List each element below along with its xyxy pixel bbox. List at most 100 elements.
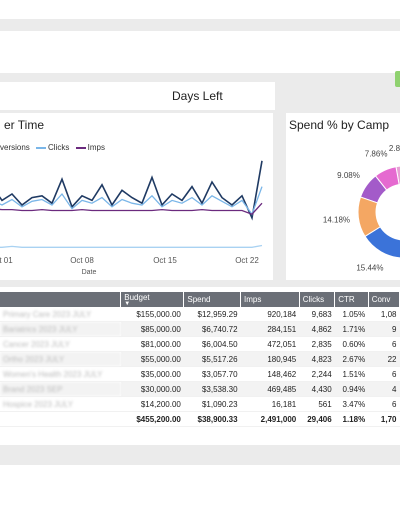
- total-label: [0, 411, 121, 427]
- line-chart: t 01 Oct 08 Oct 15 Oct 22 Date: [0, 160, 263, 276]
- total-row: $455,200.00 $38,900.33 2,491,000 29,406 1.18…: [0, 411, 400, 427]
- total-spend: $38,900.33: [183, 411, 241, 427]
- campaign-name: Women's Health 2023 JULY: [0, 366, 121, 382]
- donut-data-label: 2.8%: [389, 144, 400, 153]
- total-budget: $455,200.00: [120, 411, 184, 427]
- cell-imps: 469,485: [240, 381, 300, 397]
- campaign-name: Bariatrics 2023 JULY: [0, 321, 121, 337]
- table-row[interactable]: Ortho 2023 JULY $55,000.00 $5,517.26 180,94…: [0, 351, 400, 367]
- cell-spend: $1,090.23: [183, 396, 241, 412]
- x-tick-label: Oct 15: [153, 256, 177, 265]
- cell-conv: 22: [368, 351, 400, 367]
- legend-item-imps[interactable]: Imps: [87, 143, 105, 152]
- cell-spend: $6,004.50: [183, 336, 241, 352]
- cell-conv: 9: [368, 321, 400, 337]
- cell-clicks: 4,823: [299, 351, 335, 367]
- cell-clicks: 4,862: [299, 321, 335, 337]
- line-chart-card: er Time: [0, 113, 273, 280]
- campaign-table: Budget ▼ Spend Imps Clicks CTR Conv Prima…: [0, 292, 400, 427]
- campaign-name: Primary Care 2023 JULY: [0, 307, 121, 322]
- donut-data-label: 9.08%: [337, 171, 360, 180]
- col-header-spend[interactable]: Spend: [183, 292, 242, 307]
- cell-budget: $81,000.00: [120, 336, 184, 352]
- cell-imps: 284,151: [240, 321, 300, 337]
- cell-ctr: 0.60%: [334, 336, 369, 352]
- campaign-name: Hospice 2023 JULY: [0, 396, 121, 412]
- campaign-name: Brand 2023 SEP: [0, 381, 121, 397]
- cell-clicks: 561: [299, 396, 335, 412]
- donut-data-label: 14.18%: [323, 215, 350, 224]
- cell-clicks: 2,244: [299, 366, 335, 382]
- legend-item-clicks[interactable]: Clicks: [48, 143, 70, 152]
- cell-conv: 1,08: [368, 307, 400, 322]
- x-axis-label: Date: [82, 269, 97, 276]
- cell-ctr: 1.71%: [334, 321, 369, 337]
- cell-clicks: 2,835: [299, 336, 335, 352]
- table-row[interactable]: Women's Health 2023 JULY $35,000.00 $3,057…: [0, 366, 400, 382]
- donut-chart: 2.8%7.86% 9.08% 14.18% 15.44%: [323, 144, 400, 272]
- cell-spend: $6,740.72: [183, 321, 241, 337]
- cell-ctr: 0.94%: [334, 381, 369, 397]
- legend-item-conversions[interactable]: versions: [0, 143, 30, 152]
- table-row[interactable]: Cancer 2023 JULY $81,000.00 $6,004.50 472,0…: [0, 336, 400, 352]
- cell-imps: 148,462: [240, 366, 300, 382]
- total-clicks: 29,406: [299, 411, 335, 427]
- cell-imps: 16,181: [240, 396, 300, 412]
- cell-clicks: 4,430: [299, 381, 335, 397]
- table-row[interactable]: Hospice 2023 JULY $14,200.00 $1,090.23 16,1…: [0, 396, 400, 412]
- cell-imps: 920,184: [240, 307, 300, 322]
- line-chart-title: er Time: [4, 118, 45, 132]
- col-header-imps[interactable]: Imps: [240, 292, 300, 307]
- col-header-campaign[interactable]: [0, 292, 122, 307]
- cell-ctr: 2.67%: [334, 351, 369, 367]
- sort-down-icon: ▼: [124, 301, 131, 307]
- cell-budget: $55,000.00: [120, 351, 184, 367]
- cell-budget: $35,000.00: [120, 366, 184, 382]
- cell-ctr: 1.05%: [334, 307, 369, 322]
- days-left-card: Days Left: [0, 82, 275, 110]
- total-imps: 2,491,000: [240, 411, 300, 427]
- cell-imps: 472,051: [240, 336, 300, 352]
- legend-swatch-imps: [75, 146, 86, 149]
- table-row[interactable]: Bariatrics 2023 JULY $85,000.00 $6,740.72 2…: [0, 321, 400, 337]
- col-header-conv[interactable]: Conv: [368, 292, 400, 307]
- top-bar: [0, 31, 400, 87]
- series-line-imps: [0, 202, 263, 215]
- series-line-baseline: [0, 244, 263, 248]
- cell-budget: $14,200.00: [120, 396, 184, 412]
- table-row[interactable]: Primary Care 2023 JULY $155,000.00 $12,959…: [0, 307, 400, 322]
- cell-spend: $3,057.70: [183, 366, 241, 382]
- cell-ctr: 1.51%: [334, 366, 369, 382]
- cell-spend: $12,959.29: [183, 307, 241, 322]
- days-left-label: Days Left: [172, 89, 223, 103]
- col-header-clicks[interactable]: Clicks: [299, 292, 336, 307]
- cell-budget: $85,000.00: [120, 321, 184, 337]
- line-legend: versions Clicks Imps: [0, 143, 105, 152]
- x-tick-label: Oct 08: [70, 256, 94, 265]
- cell-budget: $155,000.00: [120, 307, 184, 322]
- cell-spend: $5,517.26: [183, 351, 241, 367]
- cell-clicks: 9,683: [299, 307, 335, 322]
- donut-title: Spend % by Camp: [289, 118, 390, 132]
- total-conv: 1,70: [368, 411, 400, 427]
- col-header-ctr[interactable]: CTR: [334, 292, 369, 307]
- series-line-versions: [0, 160, 263, 221]
- donut-slice[interactable]: [364, 226, 400, 259]
- donut-data-label: 15.44%: [356, 263, 383, 272]
- total-ctr: 1.18%: [334, 411, 369, 427]
- cell-conv: 4: [368, 381, 400, 397]
- cell-imps: 180,945: [240, 351, 300, 367]
- series-line-clicks: [0, 186, 263, 216]
- x-tick-label: Oct 22: [235, 256, 259, 265]
- cell-spend: $3,538.30: [183, 381, 241, 397]
- campaign-name: Cancer 2023 JULY: [0, 336, 121, 352]
- table-row[interactable]: Brand 2023 SEP $30,000.00 $3,538.30 469,485…: [0, 381, 400, 397]
- export-button[interactable]: [395, 71, 400, 87]
- cell-conv: 6: [368, 396, 400, 412]
- cell-ctr: 3.47%: [334, 396, 369, 412]
- x-tick-label: t 01: [0, 256, 13, 265]
- cell-conv: 6: [368, 366, 400, 382]
- col-header-budget[interactable]: Budget ▼: [120, 292, 185, 307]
- campaign-name: Ortho 2023 JULY: [0, 351, 121, 367]
- cell-budget: $30,000.00: [120, 381, 184, 397]
